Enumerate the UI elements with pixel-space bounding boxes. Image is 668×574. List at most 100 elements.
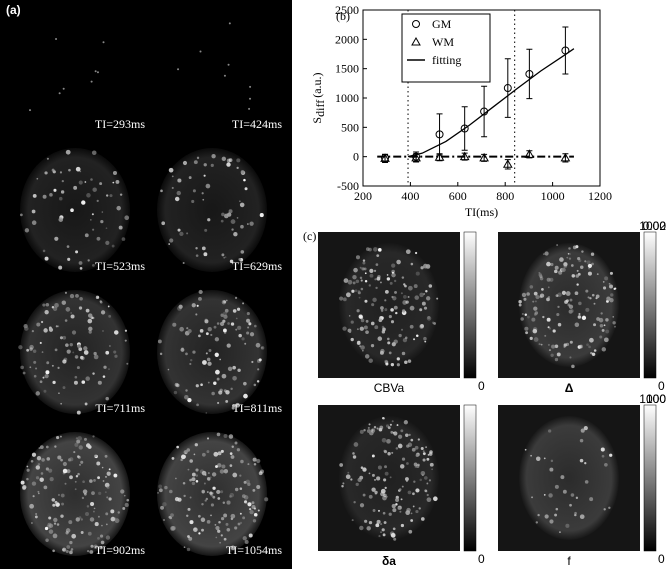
texture — [184, 452, 187, 455]
texture — [80, 460, 84, 464]
texture — [234, 526, 238, 530]
texture — [569, 503, 572, 507]
texture — [236, 307, 241, 311]
texture — [394, 290, 397, 294]
legend-label: WM — [432, 35, 454, 49]
texture — [570, 309, 574, 313]
texture — [171, 456, 175, 460]
y-tick-label: 2500 — [335, 3, 359, 17]
texture — [32, 349, 37, 353]
texture — [609, 284, 614, 289]
texture — [203, 174, 206, 177]
texture — [609, 271, 613, 275]
texture — [196, 304, 199, 307]
texture — [419, 308, 423, 312]
texture — [62, 461, 67, 467]
texture — [84, 181, 87, 183]
texture — [20, 365, 24, 370]
texture — [164, 485, 168, 490]
texture — [182, 261, 185, 264]
colorbar — [643, 231, 657, 379]
data-point — [560, 152, 571, 162]
texture — [213, 451, 219, 457]
texture — [225, 299, 228, 302]
texture — [223, 513, 228, 518]
texture — [108, 314, 112, 318]
texture — [193, 160, 198, 165]
texture — [202, 198, 205, 201]
texture — [257, 509, 260, 512]
texture — [53, 522, 57, 525]
texture — [162, 502, 167, 507]
texture — [575, 496, 579, 500]
texture — [342, 326, 347, 331]
texture — [408, 285, 413, 291]
texture — [359, 266, 362, 269]
texture — [426, 497, 432, 503]
texture — [354, 289, 358, 293]
texture — [195, 247, 198, 250]
texture — [58, 196, 63, 201]
texture — [395, 503, 398, 506]
texture — [84, 233, 89, 238]
texture — [241, 337, 245, 341]
texture — [96, 71, 99, 74]
texture — [352, 455, 357, 459]
texture — [209, 476, 212, 479]
texture — [207, 327, 212, 332]
texture — [406, 480, 408, 483]
texture — [124, 339, 127, 342]
texture — [543, 457, 546, 460]
texture — [366, 429, 371, 434]
texture — [76, 455, 80, 458]
texture — [382, 495, 387, 501]
texture — [49, 477, 54, 482]
texture — [109, 345, 111, 347]
texture — [99, 300, 102, 303]
texture — [204, 319, 209, 324]
texture — [214, 352, 219, 357]
texture — [369, 268, 374, 274]
texture — [221, 517, 225, 521]
texture — [373, 269, 377, 273]
texture — [216, 377, 220, 381]
texture — [259, 469, 265, 474]
texture — [217, 463, 222, 468]
texture — [237, 522, 241, 526]
texture — [215, 536, 218, 539]
texture — [215, 525, 220, 531]
texture — [185, 389, 188, 392]
texture — [62, 87, 65, 90]
texture — [87, 318, 93, 324]
texture — [243, 480, 247, 484]
texture — [572, 245, 577, 250]
error-bar — [526, 48, 533, 100]
texture — [69, 342, 73, 347]
legend-marker — [411, 36, 421, 46]
texture — [64, 291, 67, 294]
texture — [249, 509, 254, 515]
texture — [581, 315, 587, 321]
texture — [207, 381, 210, 384]
texture — [361, 267, 365, 271]
texture — [239, 521, 243, 525]
texture — [557, 305, 560, 309]
texture — [60, 493, 65, 498]
texture — [219, 321, 225, 327]
texture — [386, 439, 391, 444]
texture — [391, 420, 394, 423]
texture — [213, 381, 217, 385]
texture — [230, 387, 233, 391]
texture — [601, 454, 605, 458]
texture — [378, 318, 383, 323]
texture — [379, 425, 384, 430]
texture — [186, 327, 189, 330]
texture — [221, 373, 227, 379]
texture — [119, 193, 123, 196]
texture — [206, 357, 211, 362]
texture — [65, 531, 69, 535]
texture — [230, 517, 234, 521]
texture — [556, 352, 561, 357]
image-label: TI=1054ms — [226, 543, 282, 557]
texture — [569, 298, 573, 302]
